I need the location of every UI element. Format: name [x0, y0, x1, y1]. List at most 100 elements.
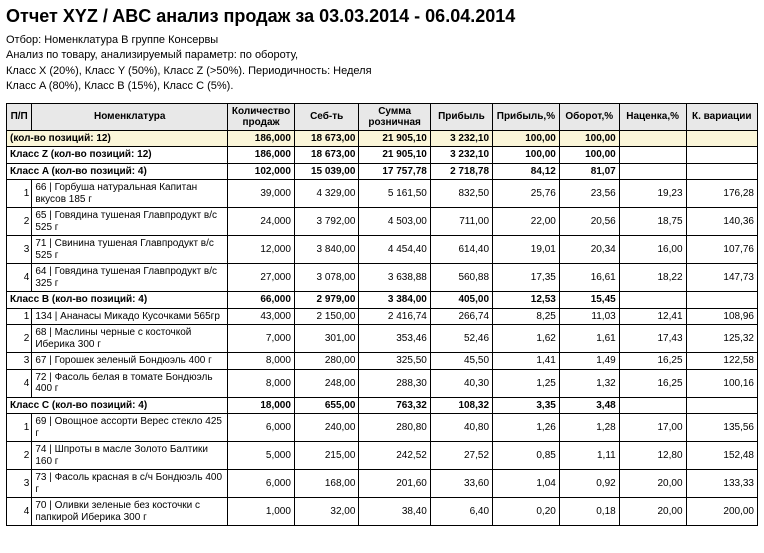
cell-cost: 240,00 [294, 414, 359, 442]
cell-cost: 32,00 [294, 498, 359, 526]
cell-turnover-pct: 16,61 [559, 264, 619, 292]
cell-qty: 102,000 [228, 163, 295, 180]
cell-cost: 4 329,00 [294, 180, 359, 208]
cell-qty: 5,000 [228, 442, 295, 470]
cell-retail-sum: 2 416,74 [359, 308, 430, 325]
cell-turnover-pct: 81,07 [559, 163, 619, 180]
cell-cost: 18 673,00 [294, 147, 359, 164]
cell-variation: 135,56 [686, 414, 757, 442]
cell-markup-pct [619, 130, 686, 147]
cell-qty: 27,000 [228, 264, 295, 292]
cell-profit: 33,60 [430, 470, 492, 498]
cell-cost: 168,00 [294, 470, 359, 498]
row-index: 3 [7, 470, 32, 498]
cell-profit: 40,30 [430, 369, 492, 397]
cell-cost: 655,00 [294, 397, 359, 414]
cell-markup-pct: 18,75 [619, 208, 686, 236]
row-index: 2 [7, 325, 32, 353]
row-nomenclature: 67 | Горошек зеленый Бондюэль 400 г [32, 353, 228, 370]
cell-cost: 301,00 [294, 325, 359, 353]
cell-profit-pct: 19,01 [493, 236, 560, 264]
cell-markup-pct [619, 292, 686, 309]
cell-turnover-pct: 1,11 [559, 442, 619, 470]
cell-qty: 12,000 [228, 236, 295, 264]
cell-variation: 108,96 [686, 308, 757, 325]
col-nomenclature: Номенклатура [32, 103, 228, 130]
table-row: 169 | Овощное ассорти Верес стекло 425 г… [7, 414, 758, 442]
cell-profit-pct: 22,00 [493, 208, 560, 236]
cell-profit-pct: 1,04 [493, 470, 560, 498]
cell-retail-sum: 288,30 [359, 369, 430, 397]
meta-line: Отбор: Номенклатура В группе Консервы [6, 33, 758, 48]
cell-retail-sum: 4 454,40 [359, 236, 430, 264]
table-row: 274 | Шпроты в масле Золото Балтики 160 … [7, 442, 758, 470]
row-index: 1 [7, 308, 32, 325]
cell-retail-sum: 763,32 [359, 397, 430, 414]
cell-retail-sum: 4 503,00 [359, 208, 430, 236]
cell-variation [686, 130, 757, 147]
cell-markup-pct: 19,23 [619, 180, 686, 208]
cell-turnover-pct: 100,00 [559, 147, 619, 164]
cell-profit: 405,00 [430, 292, 492, 309]
cell-cost: 2 150,00 [294, 308, 359, 325]
cell-qty: 7,000 [228, 325, 295, 353]
row-nomenclature: 66 | Горбуша натуральная Капитан вкусов … [32, 180, 228, 208]
cell-qty: 43,000 [228, 308, 295, 325]
row-nomenclature: 69 | Овощное ассорти Верес стекло 425 г [32, 414, 228, 442]
cell-turnover-pct: 1,49 [559, 353, 619, 370]
cell-retail-sum: 3 384,00 [359, 292, 430, 309]
cell-turnover-pct: 15,45 [559, 292, 619, 309]
cell-retail-sum: 17 757,78 [359, 163, 430, 180]
table-row: (кол-во позиций: 12)186,00018 673,0021 9… [7, 130, 758, 147]
row-index: 2 [7, 442, 32, 470]
table-row: Класс B (кол-во позиций: 4)66,0002 979,0… [7, 292, 758, 309]
cell-markup-pct [619, 163, 686, 180]
cell-markup-pct [619, 147, 686, 164]
meta-line: Класс A (80%), Класс B (15%), Класс C (5… [6, 79, 758, 94]
cell-profit-pct: 1,41 [493, 353, 560, 370]
cell-cost: 280,00 [294, 353, 359, 370]
row-index: 2 [7, 208, 32, 236]
col-turnover-pct: Оборот,% [559, 103, 619, 130]
table-row: 373 | Фасоль красная в с/ч Бондюэль 400 … [7, 470, 758, 498]
meta-line: Анализ по товару, анализируемый параметр… [6, 48, 758, 63]
cell-markup-pct: 18,22 [619, 264, 686, 292]
cell-variation: 122,58 [686, 353, 757, 370]
row-index: 1 [7, 414, 32, 442]
cell-retail-sum: 353,46 [359, 325, 430, 353]
group-label: Класс B (кол-во позиций: 4) [7, 292, 228, 309]
table-row: 265 | Говядина тушеная Главпродукт в/с 5… [7, 208, 758, 236]
cell-markup-pct: 12,41 [619, 308, 686, 325]
row-nomenclature: 134 | Ананасы Микадо Кусочками 565гр [32, 308, 228, 325]
report-meta: Отбор: Номенклатура В группе Консервы Ан… [6, 33, 758, 95]
table-row: Класс A (кол-во позиций: 4)102,00015 039… [7, 163, 758, 180]
cell-turnover-pct: 20,34 [559, 236, 619, 264]
cell-variation: 152,48 [686, 442, 757, 470]
cell-retail-sum: 280,80 [359, 414, 430, 442]
report-table: П/П Номенклатура Количество продаж Себ-т… [6, 103, 758, 527]
cell-retail-sum: 3 638,88 [359, 264, 430, 292]
cell-profit-pct: 12,53 [493, 292, 560, 309]
cell-profit: 614,40 [430, 236, 492, 264]
cell-markup-pct: 20,00 [619, 470, 686, 498]
table-row: Класс C (кол-во позиций: 4)18,000655,007… [7, 397, 758, 414]
row-nomenclature: 70 | Оливки зеленые без косточки с папки… [32, 498, 228, 526]
col-qty: Количество продаж [228, 103, 295, 130]
cell-variation [686, 397, 757, 414]
cell-variation: 147,73 [686, 264, 757, 292]
cell-turnover-pct: 100,00 [559, 130, 619, 147]
row-nomenclature: 65 | Говядина тушеная Главпродукт в/с 52… [32, 208, 228, 236]
cell-profit-pct: 1,26 [493, 414, 560, 442]
cell-profit: 108,32 [430, 397, 492, 414]
col-profit-pct: Прибыль,% [493, 103, 560, 130]
col-profit: Прибыль [430, 103, 492, 130]
table-row: 470 | Оливки зеленые без косточки с папк… [7, 498, 758, 526]
cell-qty: 186,000 [228, 130, 295, 147]
table-row: 1134 | Ананасы Микадо Кусочками 565гр43,… [7, 308, 758, 325]
cell-retail-sum: 325,50 [359, 353, 430, 370]
cell-profit: 45,50 [430, 353, 492, 370]
cell-profit-pct: 1,62 [493, 325, 560, 353]
cell-qty: 39,000 [228, 180, 295, 208]
cell-markup-pct: 16,00 [619, 236, 686, 264]
cell-variation: 140,36 [686, 208, 757, 236]
